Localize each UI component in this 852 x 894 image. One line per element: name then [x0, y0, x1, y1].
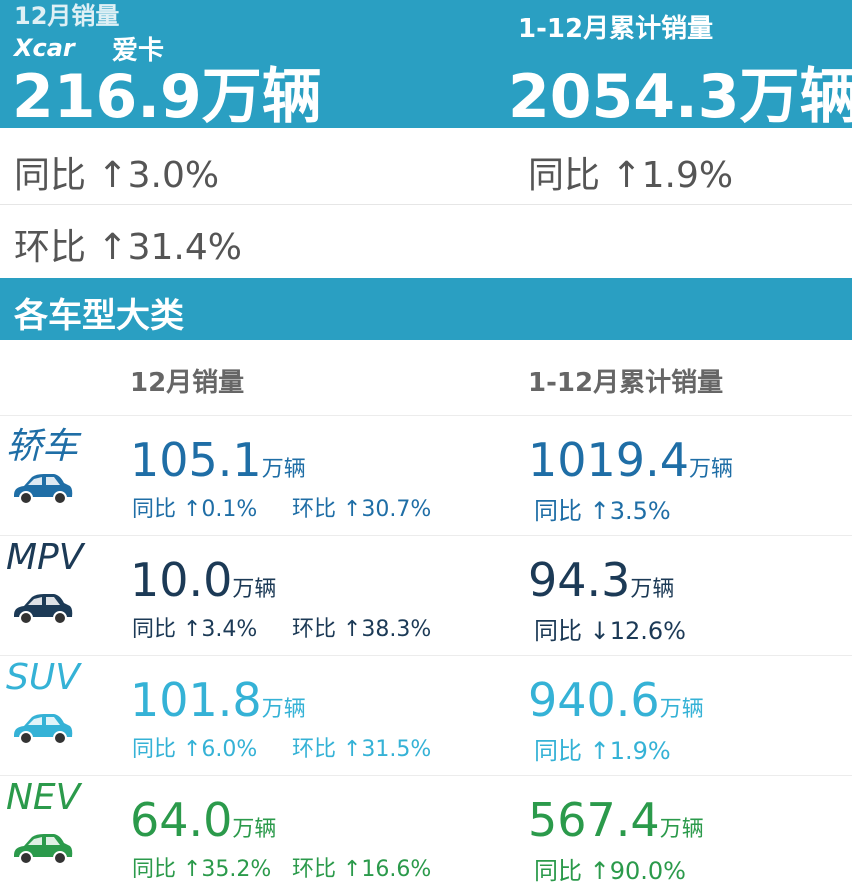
month-mom: 环比 ↑31.5%	[292, 737, 432, 762]
unit: 万辆	[232, 817, 277, 842]
year-number: 567.4	[528, 793, 660, 847]
month-number: 101.8	[130, 673, 262, 727]
unit: 万辆	[659, 817, 704, 842]
month-mom: 环比 ↑38.3%	[292, 617, 432, 642]
year-value: 94.3万辆	[528, 553, 674, 607]
month-yoy: 同比 ↑35.2%	[132, 857, 272, 882]
unit: 万辆	[261, 697, 306, 722]
logo-name: 爱卡	[112, 36, 165, 66]
month-number: 64.0	[130, 793, 233, 847]
month-header: 12月销量	[130, 368, 245, 398]
car-icon	[10, 471, 74, 507]
car-shape	[14, 834, 73, 865]
car-icon	[10, 591, 74, 627]
month-mom: 环比 ↑16.6%	[292, 857, 432, 882]
month-yoy: 同比 ↑3.0%	[14, 155, 220, 196]
unit: 万辆	[261, 457, 306, 482]
unit: 万辆	[232, 577, 277, 602]
section-title: 各车型大类	[14, 296, 184, 336]
month-value: 216.9万辆	[12, 62, 322, 132]
month-number: 10.0	[130, 553, 233, 607]
year-yoy: 同比 ↑1.9%	[534, 737, 671, 765]
year-yoy: 同比 ↓12.6%	[534, 617, 686, 645]
car-shape	[14, 714, 73, 745]
month-value: 101.8万辆	[130, 673, 306, 727]
unit: 万辆	[688, 457, 733, 482]
row-divider	[0, 655, 852, 656]
year-number: 940.6	[528, 673, 660, 727]
divider	[0, 204, 852, 205]
year-value: 567.4万辆	[528, 793, 704, 847]
year-value: 940.6万辆	[528, 673, 704, 727]
row-divider	[0, 535, 852, 536]
row-label: SUV	[6, 657, 80, 698]
year-label: 1-12月累计销量	[518, 14, 714, 44]
month-value: 10.0万辆	[130, 553, 276, 607]
month-yoy: 同比 ↑6.0%	[132, 737, 258, 762]
year-yoy: 同比 ↑1.9%	[528, 155, 734, 196]
unit: 万辆	[659, 697, 704, 722]
month-label: 12月销量	[14, 2, 120, 30]
year-number: 94.3	[528, 553, 631, 607]
year-header: 1-12月累计销量	[528, 368, 724, 398]
row-divider	[0, 775, 852, 776]
row-divider	[0, 415, 852, 416]
month-yoy: 同比 ↑0.1%	[132, 497, 258, 522]
row-label: MPV	[6, 537, 84, 578]
month-value: 105.1万辆	[130, 433, 306, 487]
month-mom: 环比 ↑30.7%	[292, 497, 432, 522]
year-number: 1019.4	[528, 433, 689, 487]
header-band	[0, 0, 852, 128]
car-icon	[10, 831, 74, 867]
month-value: 64.0万辆	[130, 793, 276, 847]
year-value: 1019.4万辆	[528, 433, 733, 487]
month-yoy: 同比 ↑3.4%	[132, 617, 258, 642]
car-shape	[14, 474, 73, 505]
car-icon	[10, 711, 74, 747]
logo-brand: Xcar	[14, 34, 75, 62]
year-yoy: 同比 ↑3.5%	[534, 497, 671, 525]
row-label: NEV	[6, 777, 81, 818]
month-mom: 环比 ↑31.4%	[14, 227, 242, 268]
unit: 万辆	[630, 577, 675, 602]
section-band	[0, 278, 852, 340]
month-number: 105.1	[130, 433, 262, 487]
year-value: 2054.3万辆	[508, 62, 852, 132]
year-yoy: 同比 ↑90.0%	[534, 857, 686, 885]
car-shape	[14, 594, 73, 625]
row-label: 轿车	[6, 426, 79, 467]
